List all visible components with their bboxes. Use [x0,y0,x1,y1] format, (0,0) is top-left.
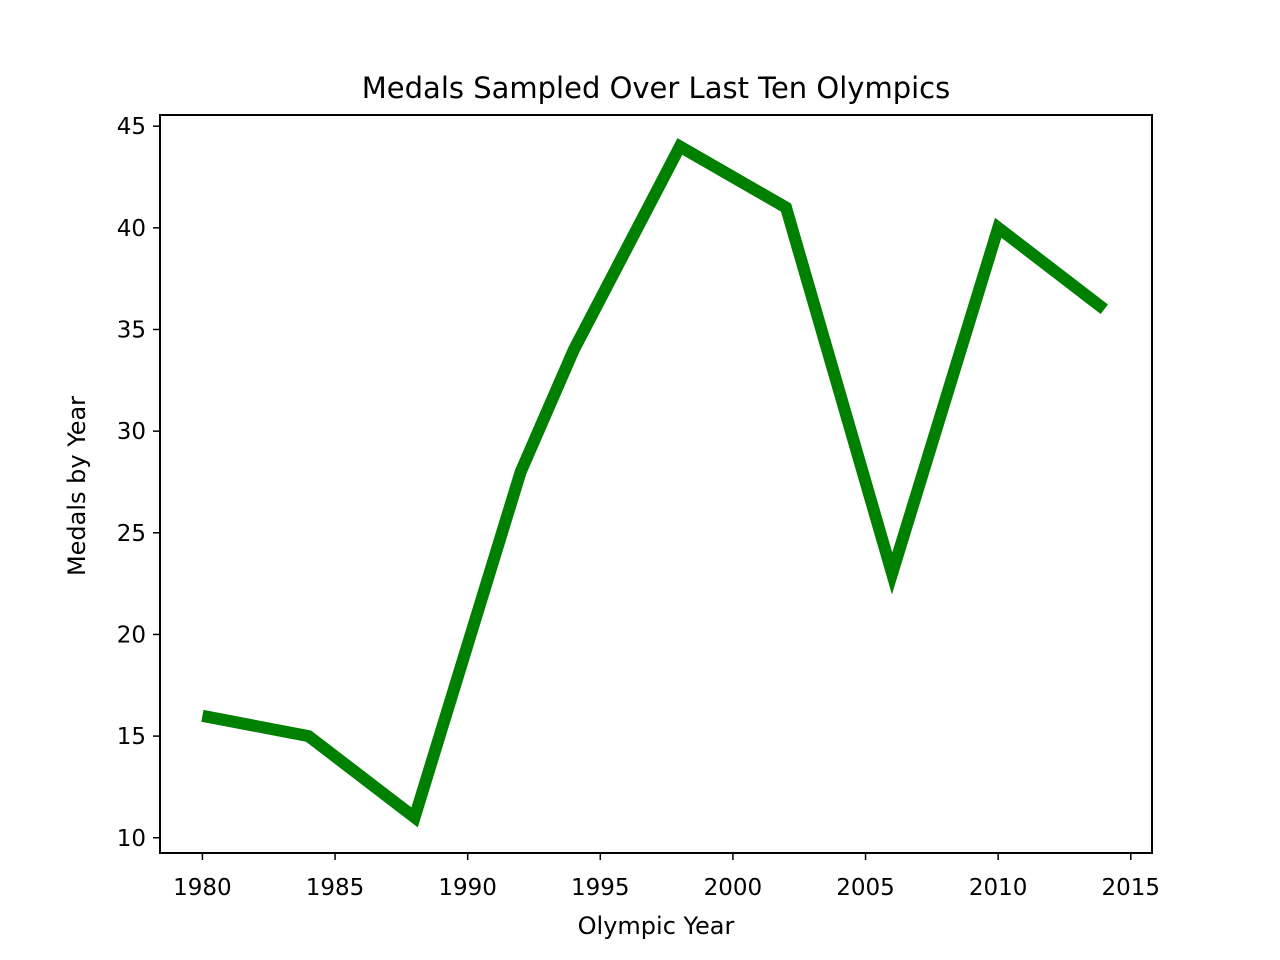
x-axis-label: Olympic Year [578,912,735,940]
x-tick-label: 2000 [704,875,763,901]
x-tick-label: 1985 [306,875,365,901]
y-tick-label: 20 [117,622,146,648]
x-tick-label: 2015 [1102,875,1161,901]
x-tick-label: 2010 [969,875,1028,901]
plot-area [201,138,1108,828]
y-tick-label: 30 [117,419,146,445]
y-tick-label: 45 [117,114,146,140]
y-axis: 10 15 20 25 30 35 40 45 [117,114,160,852]
y-tick-label: 25 [117,521,146,547]
x-tick-label: 1990 [438,875,497,901]
y-axis-label: Medals by Year [63,396,91,576]
y-tick-label: 40 [117,216,146,242]
x-tick-label: 1980 [173,875,232,901]
y-tick-label: 10 [117,826,146,852]
y-tick-label: 35 [117,317,146,343]
chart-title: Medals Sampled Over Last Ten Olympics [362,71,950,105]
x-axis: 1980 1985 1990 1995 2000 2005 2010 2015 [173,853,1160,901]
x-tick-label: 1995 [571,875,630,901]
plot-frame [159,114,1153,854]
series-line [201,138,1108,828]
y-tick-label: 15 [117,724,146,750]
x-tick-label: 2005 [836,875,895,901]
